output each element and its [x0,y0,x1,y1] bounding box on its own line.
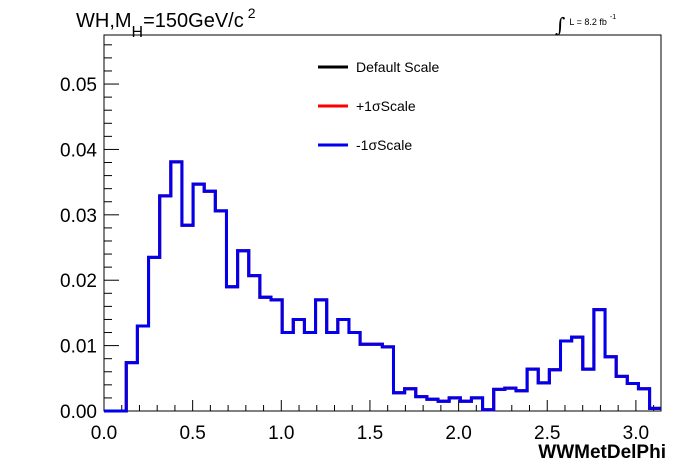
y-tick-label: 0.00 [60,402,97,423]
x-tick-label: 2.5 [534,423,560,444]
y-tick-label: 0.04 [60,140,97,161]
y-tick-label: 0.05 [60,75,97,96]
x-tick-label: 1.0 [268,423,294,444]
chart-title-main: WH,M [76,10,132,32]
x-tick-label: 2.0 [445,423,471,444]
plot-frame [103,34,662,412]
chart-title-subscript: H [131,24,144,41]
x-tick-label: 0.5 [179,423,205,444]
legend: Default Scale +1σScale -1σScale [318,59,439,153]
y-tick-label: 0.03 [60,206,97,227]
luminosity-text: L = 8.2 fb [569,17,607,27]
x-axis-label: WWMetDelPhi [538,442,666,463]
integral-symbol: ∫ [555,13,566,37]
luminosity-superscript: -1 [609,14,617,21]
series-layer [104,160,661,413]
axes: 0.0 0.5 1.0 1.5 2.0 2.5 3.0 0.00 0.01 0.02 0.03 0.0… [60,34,662,444]
legend-label: +1σScale [356,98,416,114]
x-tick-label: 0.0 [91,423,117,444]
luminosity-label: ∫ L = 8.2 fb -1 [555,8,617,37]
y-tick-label: 0.02 [60,271,97,292]
legend-label: Default Scale [356,59,439,75]
x-tick-label: 1.5 [357,423,383,444]
histogram-series-2 [104,160,661,413]
chart-title-superscript: 2 [247,5,256,21]
chart-title-rest: =150GeV/c [143,10,244,32]
y-tick-label: 0.01 [60,337,97,358]
chart-title: WH,MH=150GeV/c 2 [76,5,256,41]
legend-label: -1σScale [356,137,412,153]
x-tick-label: 3.0 [623,423,649,444]
